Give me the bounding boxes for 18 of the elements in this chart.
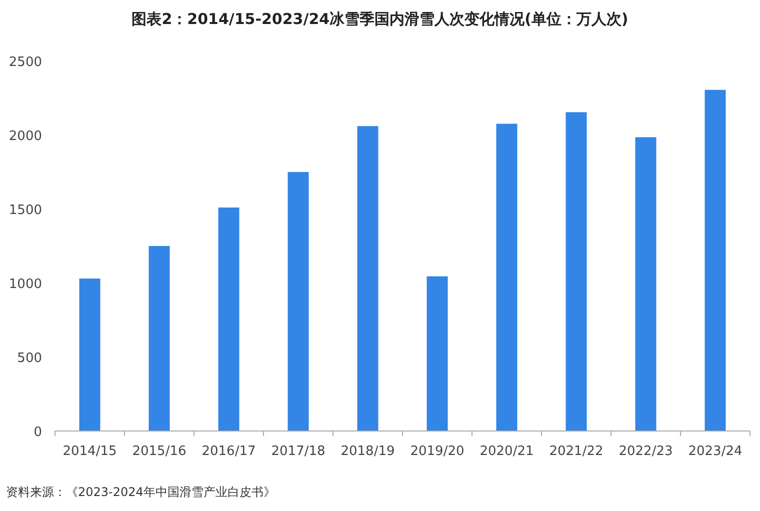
x-tick-label: 2015/16 (132, 444, 186, 459)
x-tick-label: 2023/24 (688, 444, 742, 459)
x-tick-label: 2018/19 (340, 444, 395, 459)
y-tick-label: 0 (34, 425, 42, 440)
x-tick-label: 2016/17 (202, 444, 256, 459)
x-tick-label: 2020/21 (480, 444, 534, 459)
chart-title: 图表2：2014/15-2023/24冰雪季国内滑雪人次变化情况(单位：万人次) (132, 10, 628, 28)
text: 资料来源：《2023-2024年中国滑雪产业白皮书》 (6, 485, 276, 499)
y-tick-label: 2500 (8, 55, 42, 70)
x-tick-label: 2019/20 (410, 444, 464, 459)
x-tick-label: 2021/22 (549, 444, 604, 459)
y-tick-label: 2000 (8, 129, 42, 144)
y-tick-label: 500 (17, 351, 42, 366)
x-tick-label: 2014/15 (62, 444, 117, 459)
x-tick-label: 2017/18 (271, 444, 326, 459)
y-tick-label: 1000 (8, 277, 42, 292)
x-tick-label: 2022/23 (618, 444, 673, 459)
y-tick-label: 1500 (8, 203, 42, 218)
